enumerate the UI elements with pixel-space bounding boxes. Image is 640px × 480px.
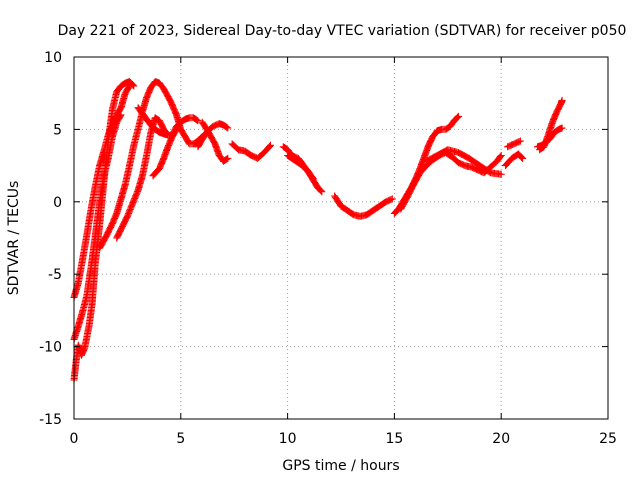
x-tick-label: 10 <box>279 431 297 447</box>
x-tick-label: 0 <box>70 431 79 447</box>
x-tick-label: 20 <box>492 431 510 447</box>
data-series-sdtvar <box>70 78 566 384</box>
y-tick-label: -10 <box>39 340 62 356</box>
y-axis-tick-labels: -15 -10 -5 0 5 10 <box>39 50 62 428</box>
y-tick-label: 10 <box>44 50 62 66</box>
x-tick-label: 15 <box>385 431 403 447</box>
y-tick-label: 5 <box>53 122 62 138</box>
x-tick-label: 25 <box>599 431 617 447</box>
data-point-markers <box>70 78 138 384</box>
x-axis-tick-labels: 0 5 10 15 20 25 <box>70 431 617 447</box>
y-tick-label: -5 <box>48 267 62 283</box>
grid-lines <box>74 57 608 419</box>
x-tick-label: 5 <box>176 431 185 447</box>
axis-ticks <box>73 56 609 420</box>
y-tick-label: -15 <box>39 412 62 428</box>
y-axis-label: SDTVAR / TECUs <box>6 181 22 296</box>
plot-frame <box>73 56 609 420</box>
data-point-markers <box>134 104 424 220</box>
data-point-markers <box>397 96 566 213</box>
x-axis-label: GPS time / hours <box>282 458 399 474</box>
data-point-markers <box>76 78 206 325</box>
chart-title: Day 221 of 2023, Sidereal Day-to-day VTE… <box>58 23 627 39</box>
y-tick-label: 0 <box>53 195 62 211</box>
